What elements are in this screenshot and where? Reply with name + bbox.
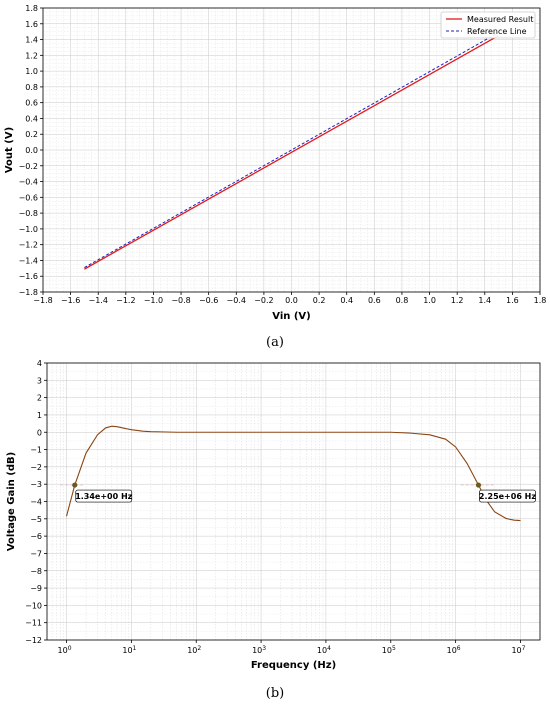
a-y-axis-label: Vout (V) (4, 127, 15, 173)
a-x-tick-label: −1.8 (33, 296, 52, 305)
b-y-tick-label: 4 (37, 359, 42, 368)
a-x-tick-label: 1.6 (506, 296, 519, 305)
a-y-tick-label: −1.0 (19, 225, 38, 234)
b-y-tick-label: −1 (30, 446, 42, 455)
b-y-tick-label: −12 (25, 636, 42, 645)
b-x-tick-label: 107 (511, 645, 525, 655)
a-y-tick-label: 1.4 (25, 36, 38, 45)
b-x-tick-label: 106 (447, 645, 461, 655)
a-x-tick-label: 0.4 (340, 296, 353, 305)
a-y-tick-label: −1.4 (19, 256, 38, 265)
b-y-tick-label: −6 (30, 532, 42, 541)
a-x-tick-label: −1.6 (61, 296, 80, 305)
caption-b: (b) (266, 686, 284, 701)
a-x-tick-label: −1.4 (89, 296, 108, 305)
a-y-tick-label: −1.8 (19, 288, 38, 297)
a-y-tick-label: 0.4 (25, 114, 38, 123)
a-grid (42, 7, 541, 293)
a-x-tick-label: −0.8 (171, 296, 190, 305)
a-y-tick-label: −0.2 (19, 162, 38, 171)
a-y-tick-label: 0.2 (25, 130, 38, 139)
a-x-tick-label: −0.6 (199, 296, 218, 305)
b-annotations: 1.34e+00 Hz 2.25e+06 Hz (72, 482, 536, 503)
b-x-tick-label: 100 (58, 645, 72, 655)
b-y-tick-label: −10 (25, 601, 42, 610)
caption-a: (a) (266, 335, 284, 350)
a-x-tick-label: 0.2 (313, 296, 326, 305)
a-y-tick-label: 1.2 (25, 51, 38, 60)
b-x-tick-label: 104 (317, 645, 331, 655)
b-y-tick-label: 0 (37, 428, 42, 437)
b-y-axis-label: Voltage Gain (dB) (6, 452, 17, 551)
a-y-tick-label: 1.0 (25, 67, 38, 76)
a-y-tick-label: 1.6 (25, 20, 38, 29)
b-y-tick-label: −11 (25, 619, 42, 628)
b-x-tick-label: 102 (187, 645, 201, 655)
b-x-tick-label: 103 (252, 645, 266, 655)
b-y-tick-label: −9 (30, 584, 42, 593)
cutoff-label-box (479, 489, 536, 503)
b-series (65, 425, 521, 522)
cutoff-label: 1.34e+00 Hz (75, 492, 132, 501)
frequency-response-chart: 100 101 102 103 104 105 106 107 4 3 2 1 0 −1 −2 −3 −4 −5 −… (6, 359, 541, 671)
voltage-gain-curve (65, 425, 521, 522)
legend-measured-label: Measured Result (467, 15, 533, 24)
a-x-tick-label: 1.2 (451, 296, 464, 305)
b-y-tick-label: −4 (30, 498, 42, 507)
a-y-tick-label: −0.4 (19, 178, 38, 187)
a-ticks: −1.8 −1.6 −1.4 −1.2 −1.0 −0.8 −0.6 −0.4 −0.2 0.0 0… (19, 4, 547, 305)
a-x-tick-label: 0.0 (285, 296, 298, 305)
cutoff-label-box (75, 489, 133, 503)
a-legend: Measured Result Reference Line (440, 11, 536, 39)
cutoff-marker (475, 482, 482, 488)
measured-result-line (84, 35, 499, 270)
b-y-tick-label: −5 (30, 515, 42, 524)
b-y-tick-label: −7 (30, 549, 42, 558)
vin-vout-chart: −1.8 −1.6 −1.4 −1.2 −1.0 −0.8 −0.6 −0.4 −0.2 0.0 0… (4, 4, 546, 322)
b-x-axis-label: Frequency (Hz) (251, 660, 336, 671)
a-y-tick-label: −0.8 (19, 209, 38, 218)
a-y-tick-label: 1.8 (25, 4, 38, 13)
a-y-tick-label: −0.6 (19, 193, 38, 202)
a-y-tick-label: −1.6 (19, 272, 38, 281)
b-x-tick-label: 101 (122, 645, 136, 655)
a-series (84, 32, 499, 270)
a-x-tick-label: 0.6 (368, 296, 381, 305)
b-y-tick-label: −3 (30, 480, 42, 489)
b-y-tick-label: 1 (37, 411, 42, 420)
a-x-tick-label: 1.4 (478, 296, 491, 305)
cutoff-marker (72, 482, 78, 488)
a-x-axis-label: Vin (V) (272, 311, 310, 322)
a-y-tick-label: 0.0 (25, 146, 38, 155)
a-x-tick-label: −0.2 (254, 296, 273, 305)
legend-reference-label: Reference Line (467, 27, 527, 36)
a-x-tick-label: 1.8 (534, 296, 547, 305)
b-x-tick-label: 105 (382, 645, 396, 655)
a-x-tick-label: −0.4 (227, 296, 246, 305)
a-y-tick-label: −1.2 (19, 241, 38, 250)
b-ticks: 100 101 102 103 104 105 106 107 4 3 2 1 0 −1 −2 −3 −4 −5 −… (25, 359, 526, 655)
reference-line (84, 32, 499, 268)
a-x-tick-label: 0.8 (396, 296, 409, 305)
b-y-tick-label: −2 (30, 463, 42, 472)
a-y-tick-label: 0.6 (25, 99, 38, 108)
a-x-tick-label: 1.0 (423, 296, 436, 305)
a-x-tick-label: −1.0 (144, 296, 163, 305)
b-y-tick-label: 2 (37, 394, 42, 403)
a-legend-box (440, 11, 536, 39)
a-x-tick-label: −1.2 (116, 296, 135, 305)
cutoff-label: 2.25e+06 Hz (479, 492, 536, 501)
b-y-tick-label: 3 (37, 376, 42, 385)
a-y-tick-label: 0.8 (25, 83, 38, 92)
b-y-tick-label: −8 (30, 567, 42, 576)
